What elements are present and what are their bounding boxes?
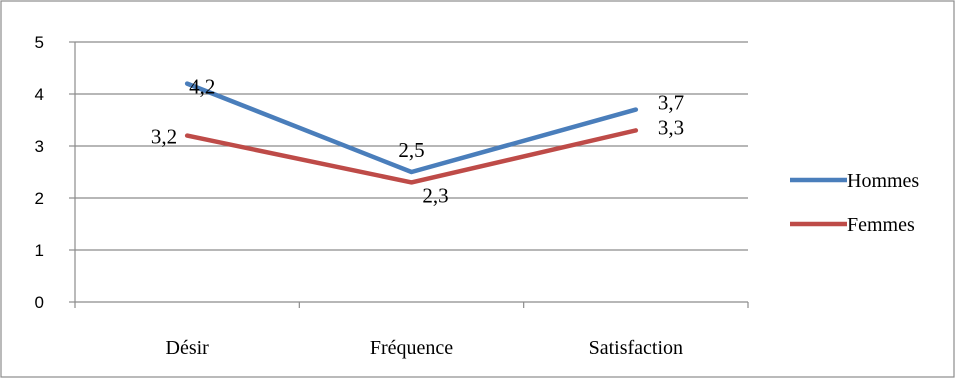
y-tick-label: 0 — [35, 293, 44, 312]
legend: Hommes Femmes — [790, 170, 919, 236]
y-tick-label: 3 — [35, 137, 44, 156]
series-line-femmes — [184, 128, 639, 185]
y-tick-label: 1 — [35, 241, 44, 260]
data-labels: 4,2 2,5 3,7 3,2 2,3 3,3 — [151, 75, 684, 208]
x-category-label: Satisfaction — [589, 337, 683, 359]
axes: 0 1 2 3 4 5 Désir Fréquence Satisfaction — [35, 33, 749, 359]
gridlines — [75, 41, 748, 251]
data-label: 2,5 — [398, 138, 424, 162]
x-category-label: Désir — [166, 337, 210, 359]
legend-label: Hommes — [847, 170, 919, 192]
data-label: 4,2 — [189, 75, 215, 99]
legend-label: Femmes — [847, 214, 915, 236]
data-label: 3,3 — [658, 115, 684, 139]
y-tick-label: 2 — [35, 189, 44, 208]
y-tick-label: 4 — [35, 85, 44, 104]
series-line-hommes — [184, 81, 639, 175]
series-lines — [184, 81, 639, 185]
x-category-label: Fréquence — [370, 337, 453, 359]
data-label: 3,7 — [658, 91, 684, 115]
data-label: 2,3 — [422, 183, 448, 207]
y-tick-label: 5 — [35, 33, 44, 52]
data-label: 3,2 — [151, 125, 177, 149]
